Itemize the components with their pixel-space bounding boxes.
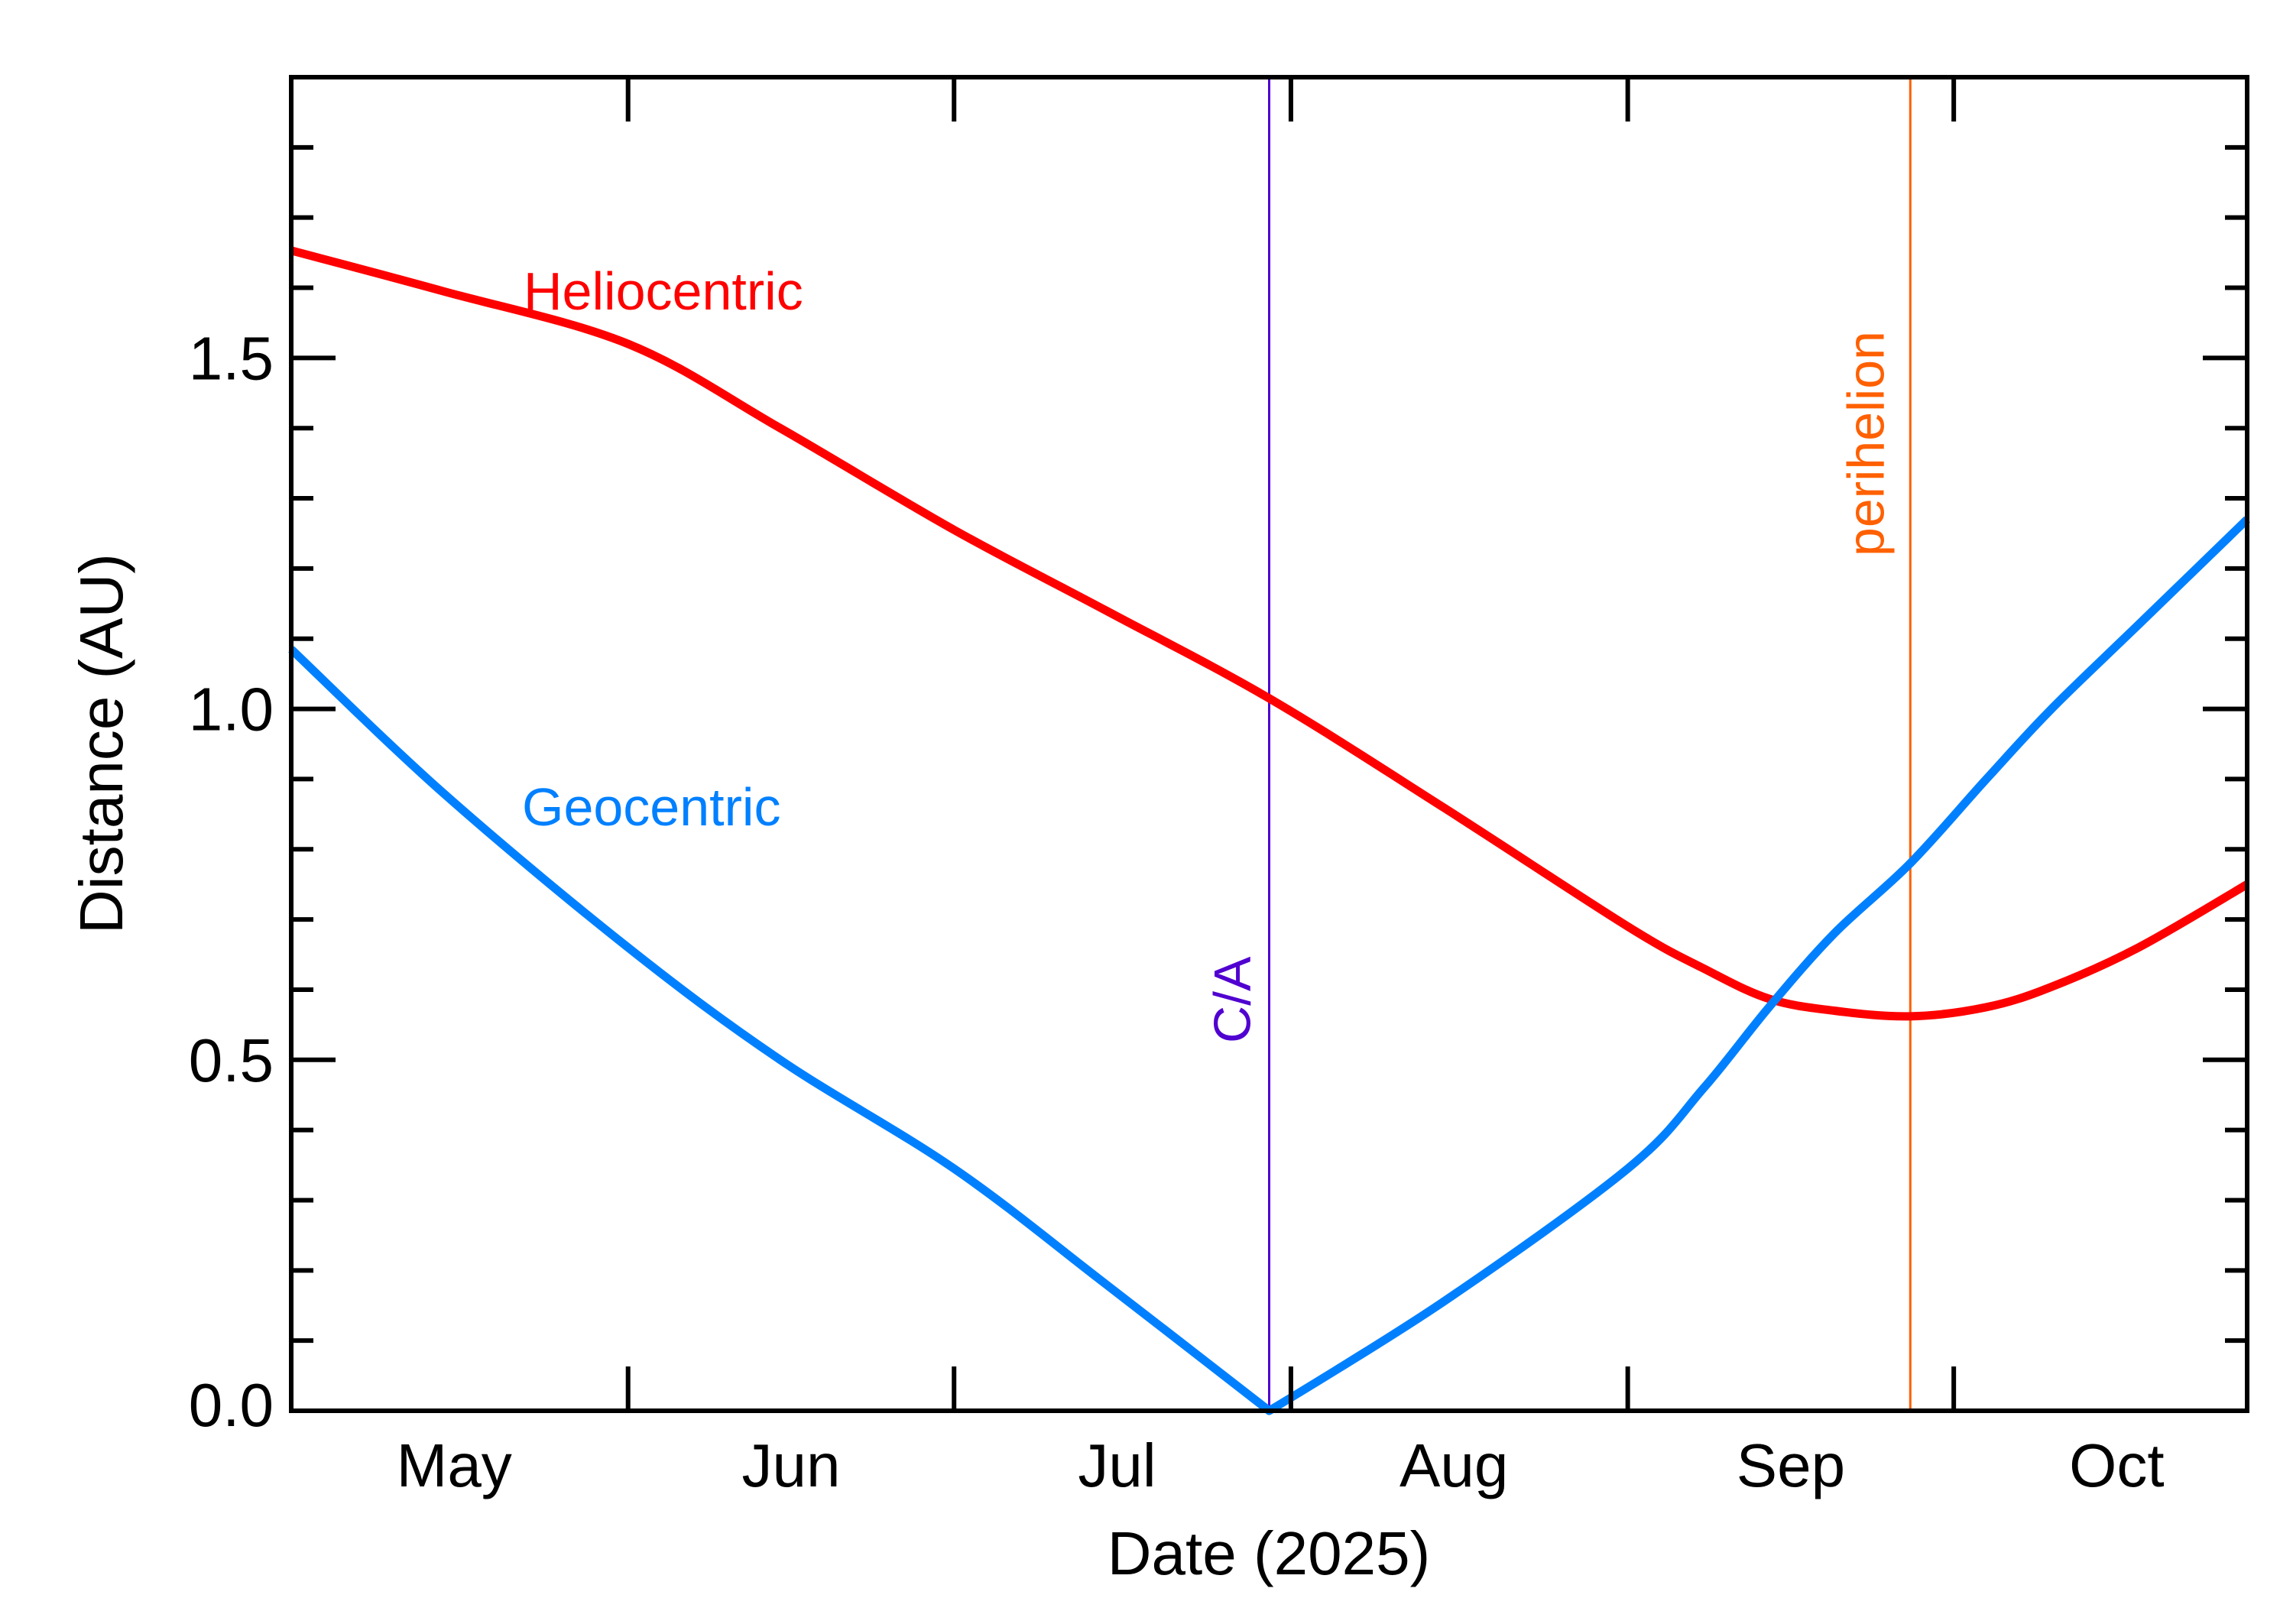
annotation-label-ca: C/A (1204, 956, 1262, 1043)
series-label-geocentric: Geocentric (522, 777, 780, 837)
y-axis-label: Distance (AU) (67, 553, 135, 934)
x-tick-label: Jul (1078, 1431, 1156, 1499)
series-line-geocentric (288, 516, 2250, 1415)
x-tick-label: May (397, 1431, 512, 1499)
x-tick-label: Jun (741, 1431, 840, 1499)
y-tick-label: 1.0 (189, 676, 274, 744)
x-tick-label: Sep (1737, 1431, 1845, 1499)
annotation-label-perihelion: perihelion (1837, 331, 1895, 556)
y-tick-label: 0.5 (189, 1026, 274, 1094)
x-tick-label: Aug (1399, 1431, 1508, 1499)
x-axis-label: Date (2025) (1108, 1519, 1430, 1587)
plot-frame (289, 75, 2249, 1413)
y-tick-label: 0.0 (189, 1371, 274, 1439)
y-tick-label: 1.5 (189, 324, 274, 392)
series-line-heliocentric (290, 246, 2249, 1021)
x-tick-label: Oct (2069, 1431, 2164, 1499)
series-label-heliocentric: Heliocentric (524, 261, 803, 321)
